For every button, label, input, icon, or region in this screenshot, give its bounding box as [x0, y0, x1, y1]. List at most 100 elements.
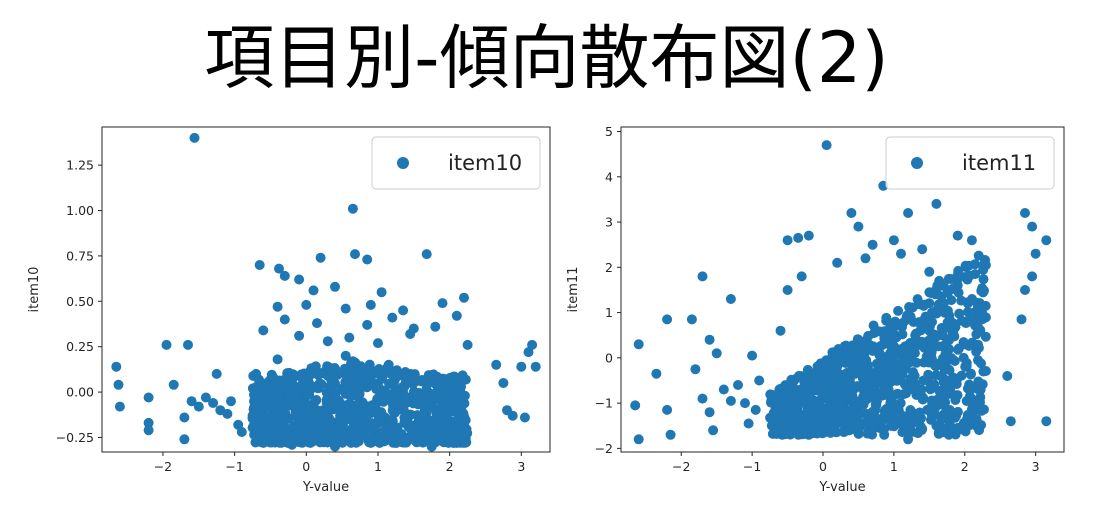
data-point — [143, 392, 154, 403]
data-point — [704, 407, 715, 418]
data-point — [405, 329, 416, 339]
y-tick-label: 1.00 — [66, 203, 94, 218]
y-tick-label: −2 — [595, 441, 613, 456]
data-point — [916, 336, 927, 347]
data-point — [292, 408, 303, 419]
data-point — [279, 270, 290, 281]
data-point — [633, 339, 644, 350]
data-point — [837, 382, 848, 393]
data-point — [335, 414, 346, 425]
data-point — [376, 427, 387, 438]
data-point — [273, 388, 284, 399]
data-point — [446, 436, 457, 447]
data-point — [143, 425, 154, 436]
data-point — [308, 285, 319, 296]
data-point — [799, 384, 810, 394]
data-point — [402, 416, 413, 427]
data-point — [980, 331, 991, 342]
data-point — [697, 271, 708, 282]
data-point — [945, 385, 956, 396]
data-point — [937, 353, 948, 364]
y-tick-label: −1 — [595, 396, 613, 411]
data-point — [362, 319, 373, 330]
data-point — [903, 208, 914, 218]
data-point — [796, 271, 807, 282]
x-axis-label: Y-value — [302, 480, 349, 495]
x-tick-label: 3 — [517, 459, 525, 474]
data-point — [665, 429, 676, 440]
data-point — [926, 395, 937, 406]
data-point — [977, 283, 988, 294]
data-point — [874, 348, 885, 359]
legend: item10 — [371, 136, 541, 190]
data-point — [835, 397, 846, 408]
data-point — [1020, 208, 1030, 218]
data-point — [965, 420, 975, 431]
data-point — [236, 427, 247, 437]
data-point — [890, 410, 901, 421]
data-point — [886, 391, 897, 402]
data-point — [976, 358, 986, 369]
data-point — [297, 373, 308, 384]
data-point — [459, 292, 469, 303]
data-point — [927, 339, 938, 350]
data-point — [825, 416, 835, 427]
data-point — [859, 345, 870, 356]
y-axis: −0.25 0.00 0.25 0.50 0.75 1.00 1.25 item10 — [27, 158, 102, 445]
legend-marker — [911, 157, 923, 169]
data-point — [847, 405, 858, 416]
data-point — [297, 383, 308, 393]
data-point — [340, 350, 351, 361]
data-point — [971, 383, 982, 394]
data-point — [826, 381, 836, 392]
x-axis-label: Y-value — [818, 480, 865, 495]
data-point — [315, 252, 326, 263]
data-point — [976, 311, 987, 322]
data-point — [211, 368, 222, 379]
data-point — [894, 418, 905, 429]
data-point — [904, 302, 915, 312]
legend-box — [371, 136, 541, 190]
data-point — [354, 389, 365, 400]
x-tick-label: 1 — [890, 459, 898, 474]
data-point — [633, 434, 644, 445]
data-point — [208, 398, 219, 408]
data-point — [973, 322, 984, 333]
data-point — [284, 391, 295, 402]
data-point — [411, 424, 421, 434]
x-axis: −2 −1 0 1 2 3 Y-value — [672, 452, 1040, 495]
data-point — [879, 411, 890, 422]
y-tick-label: −0.25 — [56, 430, 94, 445]
data-point — [842, 367, 852, 378]
data-point — [868, 420, 878, 431]
data-point — [943, 322, 954, 333]
data-point — [279, 412, 290, 423]
data-point — [143, 417, 154, 428]
data-point — [765, 412, 776, 423]
data-point — [366, 432, 377, 443]
data-point — [851, 419, 862, 430]
data-point — [249, 402, 259, 413]
data-point — [934, 305, 945, 316]
data-point — [905, 357, 916, 368]
data-point — [260, 388, 270, 399]
data-point — [254, 260, 265, 270]
data-point — [786, 374, 797, 385]
data-point — [325, 403, 336, 414]
data-point — [312, 424, 323, 434]
page-title: 項目別-傾向散布図(2) — [204, 17, 889, 99]
data-point — [740, 398, 750, 409]
data-point — [359, 415, 370, 426]
data-point — [1041, 235, 1052, 246]
data-point — [279, 314, 290, 325]
data-point — [409, 433, 420, 443]
data-point — [273, 377, 283, 387]
data-point — [114, 401, 125, 412]
data-point — [970, 269, 981, 280]
data-point — [900, 379, 911, 390]
legend-label: item10 — [448, 151, 522, 175]
data-point — [798, 426, 809, 437]
data-point — [953, 287, 964, 298]
data-point — [879, 424, 890, 434]
